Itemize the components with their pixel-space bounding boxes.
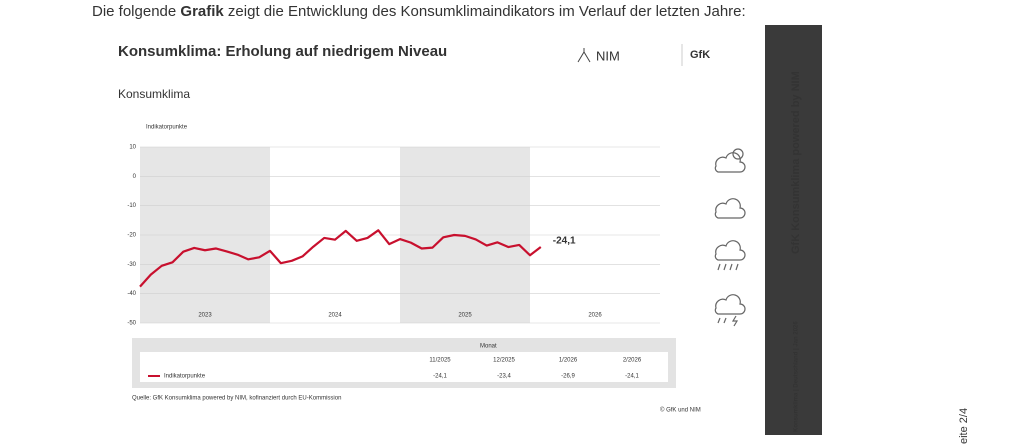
table-cell: -24,1 [433, 374, 447, 380]
sidebar-large: GfK Konsumklima powered by NIM [790, 71, 802, 254]
y-tick-label: -40 [127, 291, 136, 297]
y-tick-label: -20 [127, 233, 136, 239]
y-axis-label: Indikatorpunkte [146, 125, 188, 131]
y-tick-label: -10 [127, 203, 136, 209]
logo-nim: NIM [596, 48, 620, 63]
x-tick-label: 2024 [328, 313, 342, 319]
weather-icons [714, 148, 746, 327]
chart-subtitle: Konsumklima [118, 87, 190, 101]
y-tick-label: -30 [127, 262, 136, 268]
intro-part: Die folgende [92, 3, 180, 20]
table-column: 2/2026 [623, 358, 642, 364]
logo-mark [577, 48, 591, 63]
x-tick-label: 2026 [588, 313, 602, 319]
intro-text: Die folgende Grafik zeigt die Entwicklun… [92, 3, 746, 20]
table-cell: -26,9 [561, 374, 575, 380]
value-label: -24,1 [553, 236, 576, 247]
table-cell: -24,1 [625, 374, 639, 380]
page-number: eite 2/4 [958, 408, 970, 444]
x-tick-label: 2023 [198, 313, 212, 319]
x-tick-label: 2025 [458, 313, 472, 319]
table-column: 11/2025 [429, 358, 451, 364]
intro-part: zeigt die Entwicklung des Konsumklimaind… [224, 3, 746, 20]
table-body [140, 352, 668, 382]
legend-label: Indikatorpunkte [164, 374, 206, 380]
logo-gfk: GfK [690, 49, 710, 61]
table-column: 1/2026 [559, 358, 578, 364]
table-cell: -23,4 [497, 374, 511, 380]
chart-title: Konsumklima: Erholung auf niedrigem Nive… [118, 43, 447, 60]
sidebar-small: Konsumklima | Deutschland | Jan 2026 [794, 321, 800, 432]
source-note: Quelle: GfK Konsumklima powered by NIM, … [132, 396, 341, 402]
y-tick-label: 0 [133, 174, 137, 180]
series-line [139, 229, 542, 288]
table-column: 12/2025 [493, 358, 515, 364]
sidebar-text: Konsumklima | Deutschland | Jan 2026 GfK… [790, 71, 802, 432]
copyright: © GfK und NIM [660, 407, 701, 414]
y-tick-label: 10 [129, 145, 136, 151]
sidebar [765, 25, 822, 435]
intro-bold: Grafik [180, 3, 224, 20]
table-header: Monat [480, 344, 497, 350]
y-tick-label: -50 [127, 321, 136, 327]
